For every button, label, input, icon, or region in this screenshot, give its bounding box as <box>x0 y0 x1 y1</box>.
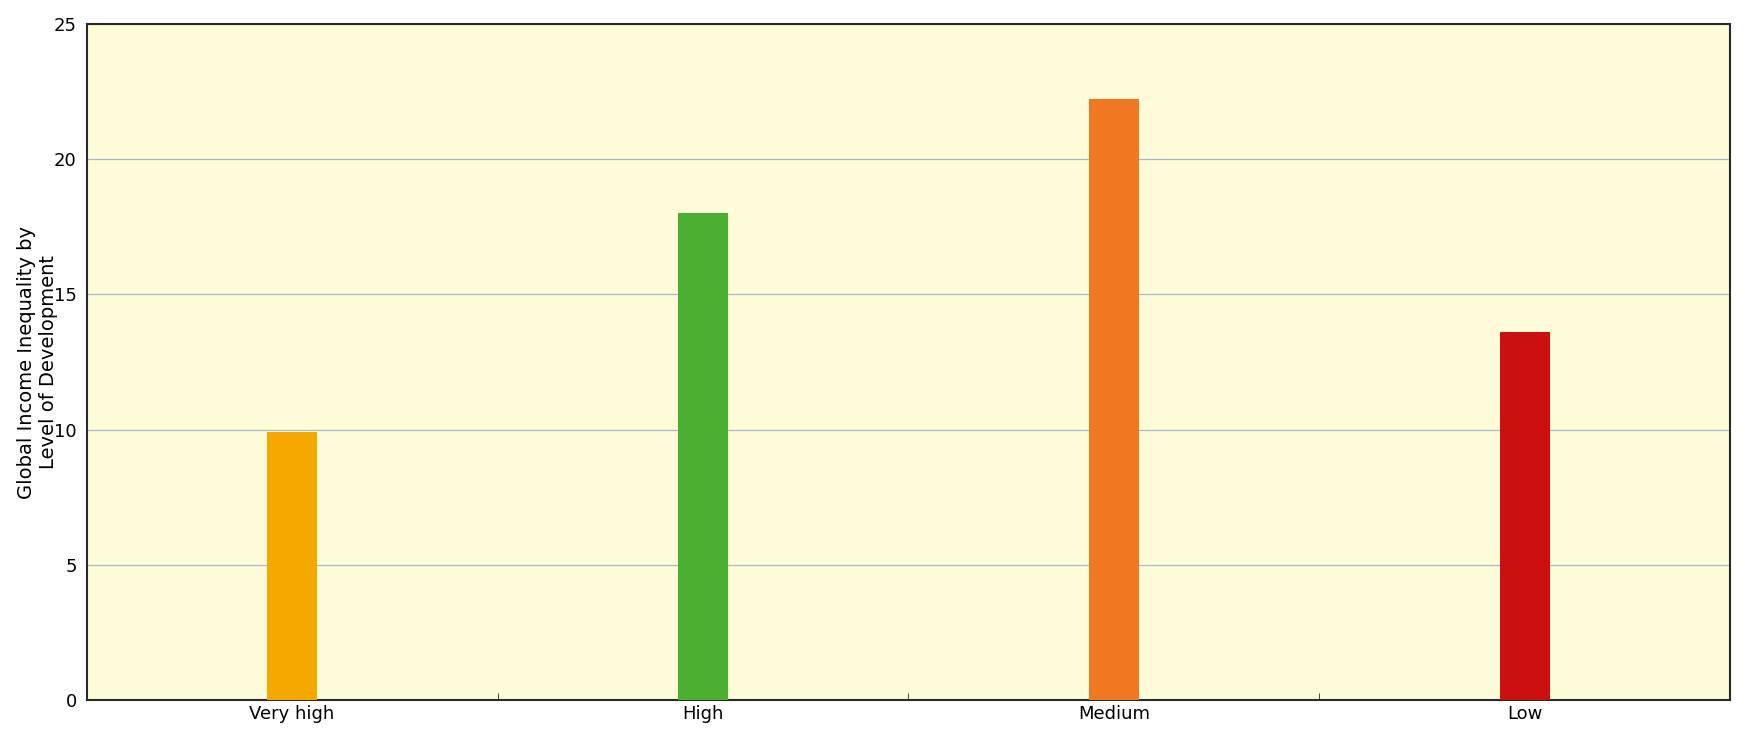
Bar <box>1090 99 1139 701</box>
Bar <box>678 213 728 701</box>
Bar <box>1501 332 1550 701</box>
Bar <box>267 432 316 701</box>
Y-axis label: Global Income Inequality by
Level of Development: Global Income Inequality by Level of Dev… <box>17 226 58 499</box>
